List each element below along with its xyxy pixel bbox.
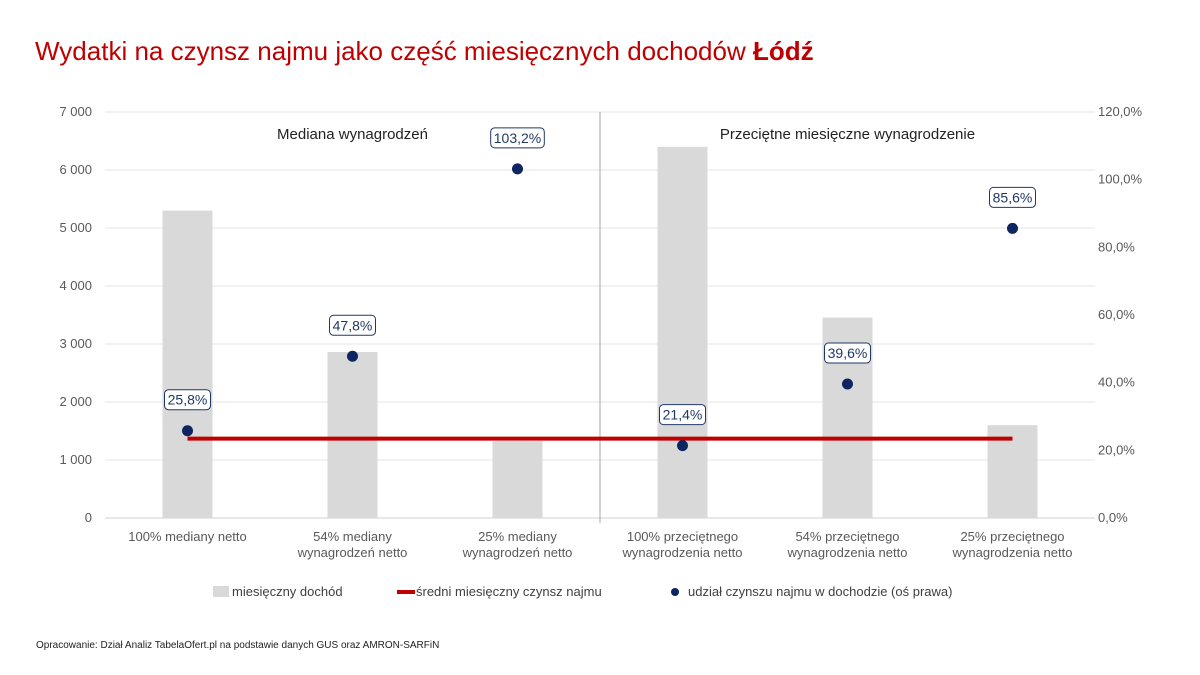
y-right-tick-label: 60,0% [1098, 307, 1135, 322]
panel-label: Mediana wynagrodzeń [277, 126, 428, 143]
y-left-tick-label: 3 000 [59, 336, 92, 351]
panel-label: Przeciętne miesięczne wynagrodzenie [720, 126, 975, 143]
y-right-tick-label: 20,0% [1098, 442, 1135, 457]
y-right-tick-label: 0,0% [1098, 510, 1128, 525]
income-bar [492, 441, 543, 518]
y-left-tick-label: 0 [85, 510, 92, 525]
share-label-box [329, 314, 376, 336]
share-point [347, 350, 358, 362]
y-left-tick-label: 4 000 [59, 278, 92, 293]
share-point [512, 163, 523, 175]
legend-label-income: miesięczny dochód [232, 584, 343, 599]
share-label-box [989, 186, 1036, 208]
category-label: 25% mediany [478, 529, 557, 544]
category-label: 54% mediany [313, 529, 392, 544]
share-label-box [164, 389, 211, 411]
category-label: 100% mediany netto [128, 529, 247, 544]
y-left-tick-label: 2 000 [59, 394, 92, 409]
share-data-label: 39,6% [828, 345, 868, 361]
legend-label-rent: średni miesięczny czynsz najmu [416, 584, 602, 599]
y-left-tick-label: 7 000 [59, 104, 92, 119]
share-label-box [490, 127, 545, 149]
y-right-tick-label: 120,0% [1098, 104, 1143, 119]
source-note: Opracowanie: Dział Analiz TabelaOfert.pl… [36, 640, 440, 651]
chart-area: 0 1 000 2 000 3 000 4 000 5 000 6 000 7 000 0,0%… [59, 104, 1143, 599]
share-point [842, 378, 853, 390]
y-right-tick-label: 100,0% [1098, 172, 1143, 187]
share-data-label: 85,6% [993, 189, 1033, 205]
category-label: wynagrodzenia netto [622, 545, 743, 560]
y-left-tick-label: 6 000 [59, 162, 92, 177]
income-bar [162, 210, 213, 518]
share-data-label: 21,4% [663, 407, 703, 423]
share-data-label: 47,8% [333, 317, 373, 333]
income-bar [657, 146, 708, 519]
y-left-tick-label: 1 000 [59, 452, 92, 467]
share-data-label: 25,8% [168, 392, 208, 408]
category-label: wynagrodzenia netto [952, 545, 1073, 560]
income-bar [327, 352, 378, 518]
share-point [677, 440, 688, 452]
share-point [182, 425, 193, 437]
chart-title-main: Wydatki na czynsz najmu jako część miesi… [35, 36, 746, 66]
chart-title-city: Łódź [752, 36, 814, 66]
category-label: 54% przeciętnego [795, 529, 899, 544]
income-bar [987, 425, 1038, 518]
share-label-box [824, 342, 871, 364]
category-label: wynagrodzeń netto [462, 545, 573, 560]
category-label: wynagrodzenia netto [787, 545, 908, 560]
legend-swatch-income [213, 586, 229, 597]
share-label-box [659, 404, 706, 426]
chart-title: Wydatki na czynsz najmu jako część miesi… [35, 36, 814, 67]
y-right-tick-label: 80,0% [1098, 239, 1135, 254]
category-label: wynagrodzeń netto [297, 545, 408, 560]
y-left-tick-label: 5 000 [59, 220, 92, 235]
y-right-tick-label: 40,0% [1098, 375, 1135, 390]
legend-swatch-share [671, 588, 679, 596]
share-data-label: 103,2% [494, 130, 541, 146]
category-label: 25% przeciętnego [960, 529, 1064, 544]
legend-label-share: udział czynszu najmu w dochodzie (oś pra… [688, 584, 952, 599]
category-label: 100% przeciętnego [627, 529, 738, 544]
share-point [1007, 222, 1018, 234]
